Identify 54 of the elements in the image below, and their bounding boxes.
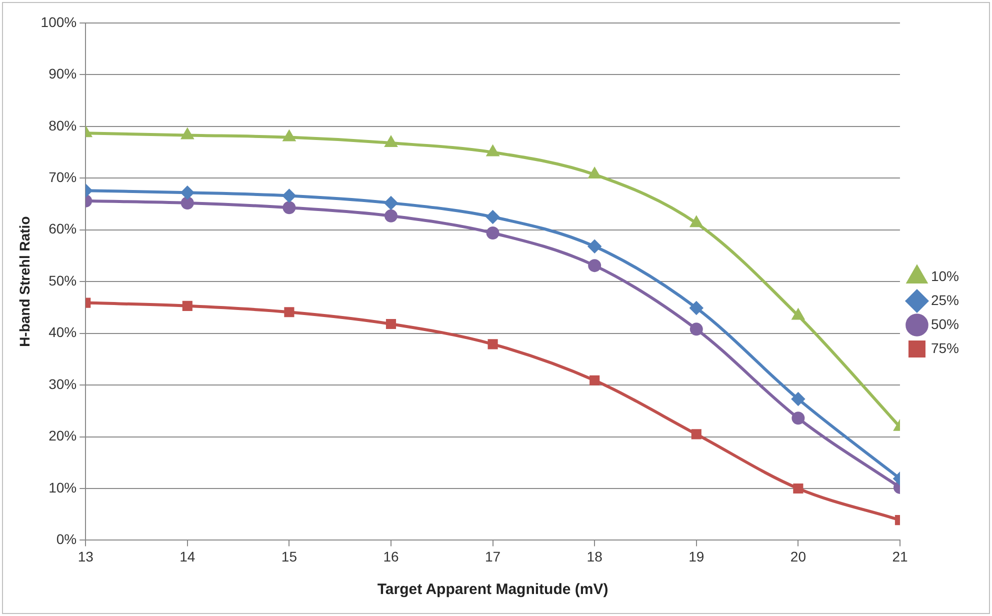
legend-label: 10% [930,268,960,284]
point [588,168,600,179]
point [792,309,804,320]
y-tick-label: 90% [48,66,77,82]
point [384,209,398,222]
point [284,307,294,318]
point [793,483,804,494]
x-tick-label: 20 [790,548,806,564]
point [282,189,296,202]
x-tick-label: 14 [180,548,196,564]
x-tick-label: 18 [586,548,603,564]
point [690,216,702,228]
x-axis-title: Target Apparent Magnitude (mV) [377,581,608,598]
y-tick-label: 0% [56,531,77,548]
x-tick-label: 21 [892,548,908,564]
x-tick-label: 13 [78,548,94,564]
point [180,186,194,200]
legend-label: 25% [930,292,960,308]
y-axis-title: H-band Strehl Ratio [16,216,32,347]
y-tick-label: 40% [48,324,77,340]
point [590,375,600,386]
point [588,259,602,272]
point [486,226,500,240]
point [283,130,296,142]
point [384,196,398,210]
x-tick-label: 19 [688,548,704,564]
y-tick-label: 70% [48,169,77,186]
x-tick-label: 15 [281,548,298,564]
y-tick-label: 30% [48,376,77,392]
point [182,128,194,140]
y-tick-label: 50% [48,272,77,288]
point [488,339,498,350]
x-tick-label: 17 [485,548,501,564]
point [792,412,805,425]
point [282,201,296,214]
point [182,300,192,311]
point [486,210,500,224]
legend-label: 50% [930,316,960,332]
y-tick-label: 100% [40,14,77,30]
point [588,240,602,253]
point [486,146,499,156]
point [385,136,397,147]
y-tick-label: 10% [48,479,77,496]
point [690,301,703,314]
point [691,429,702,440]
x-tick-label: 16 [383,548,399,564]
point [792,392,805,406]
legend-label: 75% [930,340,960,356]
y-tick-label: 80% [48,117,77,134]
point [386,318,396,330]
point [180,196,194,210]
point [690,322,703,336]
y-tick-label: 60% [48,220,77,237]
y-tick-label: 20% [48,428,77,444]
